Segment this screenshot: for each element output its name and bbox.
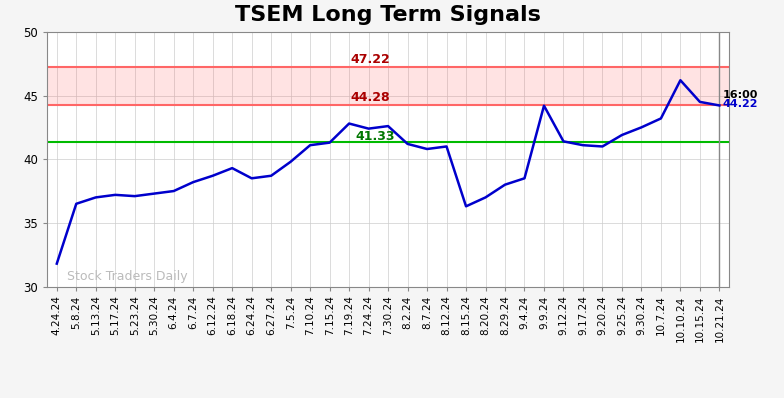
- Text: 47.22: 47.22: [350, 53, 390, 66]
- Text: 16:00: 16:00: [722, 90, 757, 100]
- Text: 44.28: 44.28: [350, 91, 390, 104]
- Text: 41.33: 41.33: [356, 131, 395, 143]
- Title: TSEM Long Term Signals: TSEM Long Term Signals: [235, 5, 541, 25]
- Text: 44.22: 44.22: [722, 99, 758, 109]
- Text: Stock Traders Daily: Stock Traders Daily: [67, 270, 187, 283]
- Bar: [47, 67, 729, 105]
